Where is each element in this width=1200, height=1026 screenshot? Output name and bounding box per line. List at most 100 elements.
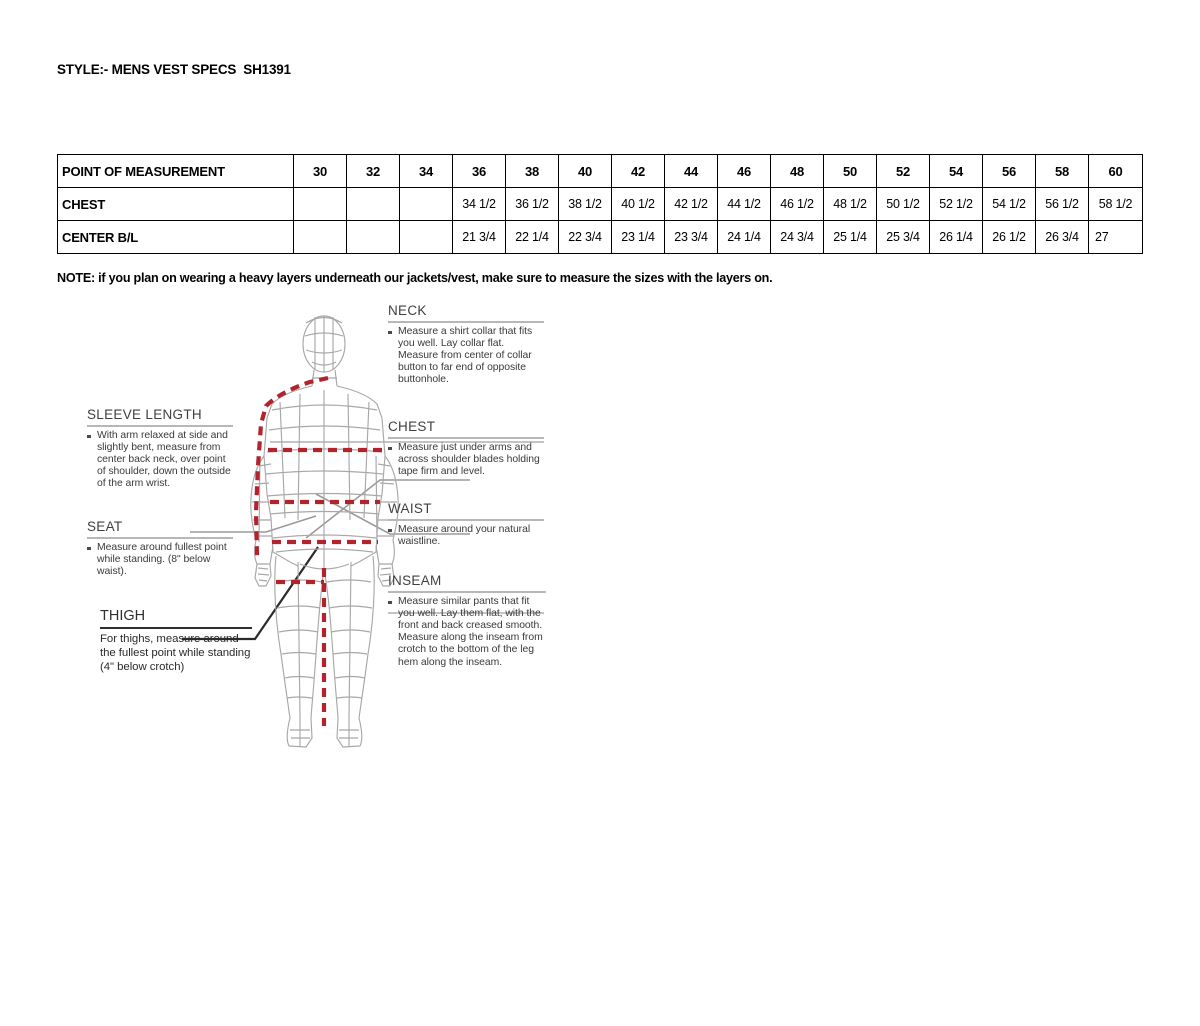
column-header-size-8: 46 bbox=[717, 154, 771, 188]
column-header-size-0: 30 bbox=[293, 154, 347, 188]
bullet-icon bbox=[87, 546, 91, 550]
label-block-thigh: THIGH For thighs, measure around the ful… bbox=[100, 608, 252, 674]
column-header-size-4: 38 bbox=[505, 154, 559, 188]
label-heading-chest: CHEST bbox=[388, 419, 436, 434]
cell-centerbl-1 bbox=[346, 220, 400, 254]
cell-centerbl-8: 24 1/4 bbox=[717, 220, 771, 254]
cell-centerbl-4: 22 1/4 bbox=[505, 220, 559, 254]
column-header-size-1: 32 bbox=[346, 154, 400, 188]
cell-chest-1 bbox=[346, 187, 400, 221]
human-figure-wireframe bbox=[250, 315, 399, 748]
row-label-center-bl: CENTER B/L bbox=[57, 220, 294, 254]
label-body-thigh: For thighs, measure around the fullest p… bbox=[100, 632, 251, 673]
cell-chest-12: 52 1/2 bbox=[929, 187, 983, 221]
bullet-icon bbox=[388, 330, 392, 334]
cell-centerbl-6: 23 1/4 bbox=[611, 220, 665, 254]
cell-chest-11: 50 1/2 bbox=[876, 187, 930, 221]
label-body-wrapper-seat: Measure around fullest point while stand… bbox=[87, 542, 233, 579]
label-body-wrapper-thigh: For thighs, measure around the fullest p… bbox=[100, 632, 252, 674]
label-heading-thigh: THIGH bbox=[100, 608, 146, 624]
table-row: CHEST 34 1/2 36 1/2 38 1/2 40 1/2 42 1/2… bbox=[57, 187, 1143, 221]
column-header-size-6: 42 bbox=[611, 154, 665, 188]
bullet-icon bbox=[388, 446, 392, 450]
cell-centerbl-7: 23 3/4 bbox=[664, 220, 718, 254]
label-body-wrapper-inseam: Measure similar pants that fit you well.… bbox=[388, 596, 546, 669]
column-header-size-13: 56 bbox=[982, 154, 1036, 188]
cell-chest-14: 56 1/2 bbox=[1035, 187, 1089, 221]
label-body-inseam: Measure similar pants that fit you well.… bbox=[398, 595, 543, 668]
label-body-chest: Measure just under arms and across shoul… bbox=[398, 441, 540, 477]
cell-centerbl-9: 24 3/4 bbox=[770, 220, 824, 254]
column-header-point-of-measurement: POINT OF MEASUREMENT bbox=[57, 154, 294, 188]
table-header-row: POINT OF MEASUREMENT 30 32 34 36 38 40 4… bbox=[57, 154, 1143, 188]
label-body-waist: Measure around your natural waistline. bbox=[398, 523, 531, 547]
cell-chest-9: 46 1/2 bbox=[770, 187, 824, 221]
cell-chest-13: 54 1/2 bbox=[982, 187, 1036, 221]
cell-chest-5: 38 1/2 bbox=[558, 187, 612, 221]
label-rule-neck bbox=[388, 321, 544, 323]
label-block-inseam: INSEAM Measure similar pants that fit yo… bbox=[388, 572, 546, 669]
column-header-size-11: 52 bbox=[876, 154, 930, 188]
row-label-chest: CHEST bbox=[57, 187, 294, 221]
page-title: STYLE:- MENS VEST SPECS SH1391 bbox=[57, 62, 291, 77]
cell-centerbl-11: 25 3/4 bbox=[876, 220, 930, 254]
label-heading-inseam: INSEAM bbox=[388, 573, 442, 588]
label-heading-waist: WAIST bbox=[388, 501, 432, 516]
cell-centerbl-2 bbox=[399, 220, 453, 254]
label-rule-seat bbox=[87, 537, 233, 539]
spec-table-container: POINT OF MEASUREMENT 30 32 34 36 38 40 4… bbox=[57, 154, 1143, 254]
cell-centerbl-14: 26 3/4 bbox=[1035, 220, 1089, 254]
bullet-icon bbox=[87, 434, 91, 438]
bullet-icon bbox=[388, 600, 392, 604]
column-header-size-9: 48 bbox=[770, 154, 824, 188]
cell-chest-0 bbox=[293, 187, 347, 221]
label-body-seat: Measure around fullest point while stand… bbox=[97, 541, 227, 577]
column-header-size-12: 54 bbox=[929, 154, 983, 188]
label-block-waist: WAIST Measure around your natural waistl… bbox=[388, 500, 544, 548]
cell-chest-6: 40 1/2 bbox=[611, 187, 665, 221]
label-rule-waist bbox=[388, 519, 544, 521]
cell-centerbl-5: 22 3/4 bbox=[558, 220, 612, 254]
label-block-chest: CHEST Measure just under arms and across… bbox=[388, 418, 544, 478]
cell-centerbl-0 bbox=[293, 220, 347, 254]
cell-chest-2 bbox=[399, 187, 453, 221]
cell-centerbl-12: 26 1/4 bbox=[929, 220, 983, 254]
label-block-sleeve-length: SLEEVE LENGTH With arm relaxed at side a… bbox=[87, 406, 233, 491]
column-header-size-7: 44 bbox=[664, 154, 718, 188]
label-rule-sleeve-length bbox=[87, 425, 233, 427]
cell-chest-8: 44 1/2 bbox=[717, 187, 771, 221]
cell-chest-15: 58 1/2 bbox=[1088, 187, 1143, 221]
label-heading-neck: NECK bbox=[388, 303, 427, 318]
cell-centerbl-10: 25 1/4 bbox=[823, 220, 877, 254]
label-rule-thigh bbox=[100, 627, 252, 629]
cell-chest-4: 36 1/2 bbox=[505, 187, 559, 221]
note-text: NOTE: if you plan on wearing a heavy lay… bbox=[57, 271, 773, 285]
label-body-wrapper-waist: Measure around your natural waistline. bbox=[388, 524, 544, 548]
measurement-diagram: NECK Measure a shirt collar that fits yo… bbox=[70, 298, 630, 758]
column-header-size-2: 34 bbox=[399, 154, 453, 188]
label-block-seat: SEAT Measure around fullest point while … bbox=[87, 518, 233, 578]
column-header-size-10: 50 bbox=[823, 154, 877, 188]
label-rule-chest bbox=[388, 437, 544, 439]
sleeve-dashed-line bbox=[253, 375, 329, 557]
label-body-wrapper-sleeve-length: With arm relaxed at side and slightly be… bbox=[87, 430, 233, 491]
cell-chest-7: 42 1/2 bbox=[664, 187, 718, 221]
label-body-neck: Measure a shirt collar that fits you wel… bbox=[398, 325, 533, 386]
measurement-spec-table: POINT OF MEASUREMENT 30 32 34 36 38 40 4… bbox=[57, 154, 1143, 254]
label-body-wrapper-chest: Measure just under arms and across shoul… bbox=[388, 442, 544, 479]
label-heading-sleeve-length: SLEEVE LENGTH bbox=[87, 407, 202, 422]
label-body-wrapper-neck: Measure a shirt collar that fits you wel… bbox=[388, 326, 544, 387]
column-header-size-5: 40 bbox=[558, 154, 612, 188]
cell-chest-10: 48 1/2 bbox=[823, 187, 877, 221]
cell-chest-3: 34 1/2 bbox=[452, 187, 506, 221]
label-block-neck: NECK Measure a shirt collar that fits yo… bbox=[388, 302, 544, 387]
label-heading-seat: SEAT bbox=[87, 519, 123, 534]
label-body-sleeve-length: With arm relaxed at side and slightly be… bbox=[97, 429, 231, 490]
column-header-size-14: 58 bbox=[1035, 154, 1089, 188]
label-rule-inseam bbox=[388, 591, 546, 593]
bullet-icon bbox=[388, 528, 392, 532]
column-header-size-3: 36 bbox=[452, 154, 506, 188]
cell-centerbl-15: 27 bbox=[1088, 220, 1143, 254]
cell-centerbl-3: 21 3/4 bbox=[452, 220, 506, 254]
column-header-size-15: 60 bbox=[1088, 154, 1143, 188]
